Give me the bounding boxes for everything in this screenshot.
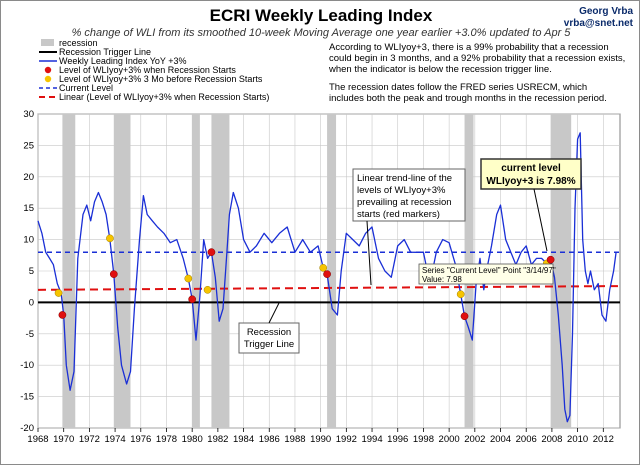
legend-swatch-recession xyxy=(41,39,54,46)
x-tick-label: 2008 xyxy=(541,434,562,445)
y-tick-label: 15 xyxy=(23,203,34,214)
data-tooltip-box xyxy=(418,263,554,285)
trend-annotation-line-2: levels of WLIyoy+3% xyxy=(357,185,446,196)
trend-annotation: Linear trend-line of the levels of WLIyo… xyxy=(352,168,466,286)
x-tick-label: 2004 xyxy=(490,434,511,445)
x-tick-label: 1992 xyxy=(336,434,357,445)
trend-annotation-box xyxy=(352,168,466,222)
current-level-callout-box xyxy=(480,158,582,190)
pre-recession-marker xyxy=(184,274,193,283)
recession-start-marker xyxy=(546,255,555,264)
trigger-annotation-box xyxy=(238,322,300,354)
x-tick-label: 2012 xyxy=(593,434,614,445)
pre-recession-marker xyxy=(106,234,114,243)
chart-title: ECRI Weekly Leading Index xyxy=(210,6,433,25)
trigger-annotation-line-1: Recession xyxy=(247,327,291,338)
legend-label-recession: recession xyxy=(59,38,98,48)
pre-recession-marker xyxy=(319,264,328,272)
trend-annotation-pointer xyxy=(366,220,372,286)
note-line-3: when the indicator is below the recessio… xyxy=(328,64,552,75)
x-axis: 1968 1970 1972 1974 1976 1978 1980 1982 1984 1986… xyxy=(27,428,614,445)
trigger-annotation-pointer xyxy=(268,302,280,324)
y-tick-label: 5 xyxy=(29,266,34,277)
data-tooltip-line-2: Value: 7.98 xyxy=(422,275,462,284)
x-tick-label: 1976 xyxy=(130,434,151,445)
x-tick-label: 1998 xyxy=(413,434,434,445)
trigger-annotation-line-2: Trigger Line xyxy=(244,339,294,350)
x-tick-label: 1994 xyxy=(361,434,382,445)
data-tooltip: Series "Current Level" Point "3/14/97" V… xyxy=(418,263,556,285)
legend-swatch-red-marker xyxy=(44,66,52,74)
x-tick-label: 1968 xyxy=(27,434,48,445)
author-email: vrba@snet.net xyxy=(564,18,634,29)
note-line-4: The recession dates follow the FRED seri… xyxy=(329,82,587,93)
legend-label-yellow-marker: Level of WLIyoy+3% 3 Mo before Recession… xyxy=(59,74,263,84)
legend: recession Recession Trigger Line Weekly … xyxy=(39,38,269,102)
legend-label-trigger: Recession Trigger Line xyxy=(59,47,151,57)
x-tick-label: 1972 xyxy=(79,434,100,445)
x-tick-label: 2000 xyxy=(439,434,460,445)
x-tick-label: 2002 xyxy=(464,434,485,445)
x-tick-label: 1978 xyxy=(156,434,177,445)
y-tick-label: 30 xyxy=(23,109,34,120)
y-axis: -20 -15 -10 -5 0 5 10 15 20 25 30 xyxy=(20,109,34,434)
y-tick-label: 0 xyxy=(29,297,34,308)
x-tick-label: 1986 xyxy=(259,434,280,445)
x-tick-label: 1984 xyxy=(233,434,254,445)
note-line-2: could begin in 3 months, and a 92% proba… xyxy=(329,53,625,64)
recession-start-marker xyxy=(188,295,197,304)
pre-recession-marker xyxy=(456,290,465,299)
recession-start-marker xyxy=(207,248,216,257)
pre-recession-marker xyxy=(203,285,212,294)
x-tick-label: 1990 xyxy=(310,434,331,445)
trigger-annotation: Recession Trigger Line xyxy=(238,302,300,354)
data-tooltip-line-1: Series "Current Level" Point "3/14/97" xyxy=(422,266,556,275)
series-layer xyxy=(37,132,619,423)
legend-label-red-marker: Level of WLIyoy+3% when Recession Starts xyxy=(59,65,236,75)
x-tick-label: 1996 xyxy=(387,434,408,445)
note-line-5: includes both the peak and trough months… xyxy=(329,93,607,104)
wli-series-line xyxy=(37,132,619,423)
y-tick-label: 10 xyxy=(23,235,34,246)
legend-label-linear: Linear (Level of WLIyoy+3% when Recessio… xyxy=(59,92,269,102)
chart-subtitle: % change of WLI from its smoothed 10-wee… xyxy=(72,27,572,39)
author-name: Georg Vrba xyxy=(579,6,633,17)
trend-annotation-line-1: Linear trend-line of the xyxy=(357,173,452,184)
x-tick-label: 1974 xyxy=(105,434,126,445)
legend-label-wli: Weekly Leading Index YoY +3% xyxy=(59,56,187,66)
x-tick-label: 1970 xyxy=(53,434,74,445)
legend-label-current: Current Level xyxy=(59,83,113,93)
legend-swatch-yellow-marker xyxy=(44,75,52,83)
x-tick-label: 1982 xyxy=(207,434,228,445)
recession-start-marker xyxy=(460,312,469,321)
y-tick-label: 25 xyxy=(23,140,34,151)
current-level-callout-line-1: current level xyxy=(501,163,561,174)
x-tick-label: 2010 xyxy=(567,434,588,445)
y-tick-label: 20 xyxy=(23,172,34,183)
y-tick-label: -15 xyxy=(20,392,34,403)
x-tick-label: 1988 xyxy=(284,434,305,445)
y-tick-label: -20 xyxy=(20,423,34,434)
trend-annotation-line-3: prevailing at recession xyxy=(357,197,452,208)
x-tick-label: 1980 xyxy=(182,434,203,445)
recession-start-marker xyxy=(323,270,331,278)
current-level-callout-line-2: WLIyoy+3 is 7.98% xyxy=(486,176,575,187)
note-line-1: According to WLIyoy+3, there is a 99% pr… xyxy=(329,42,609,53)
x-tick-label: 2006 xyxy=(516,434,537,445)
pre-recession-marker xyxy=(54,289,63,297)
trend-annotation-line-4: starts (red markers) xyxy=(357,209,440,220)
recession-start-marker xyxy=(109,270,118,278)
y-tick-label: -5 xyxy=(26,329,34,340)
recession-start-marker xyxy=(58,311,67,319)
y-tick-label: -10 xyxy=(20,360,34,371)
current-level-callout-pointer xyxy=(533,188,548,252)
marker-layer xyxy=(54,234,555,321)
notes-block: According to WLIyoy+3, there is a 99% pr… xyxy=(328,42,625,104)
current-level-callout: current level WLIyoy+3 is 7.98% xyxy=(480,158,582,252)
